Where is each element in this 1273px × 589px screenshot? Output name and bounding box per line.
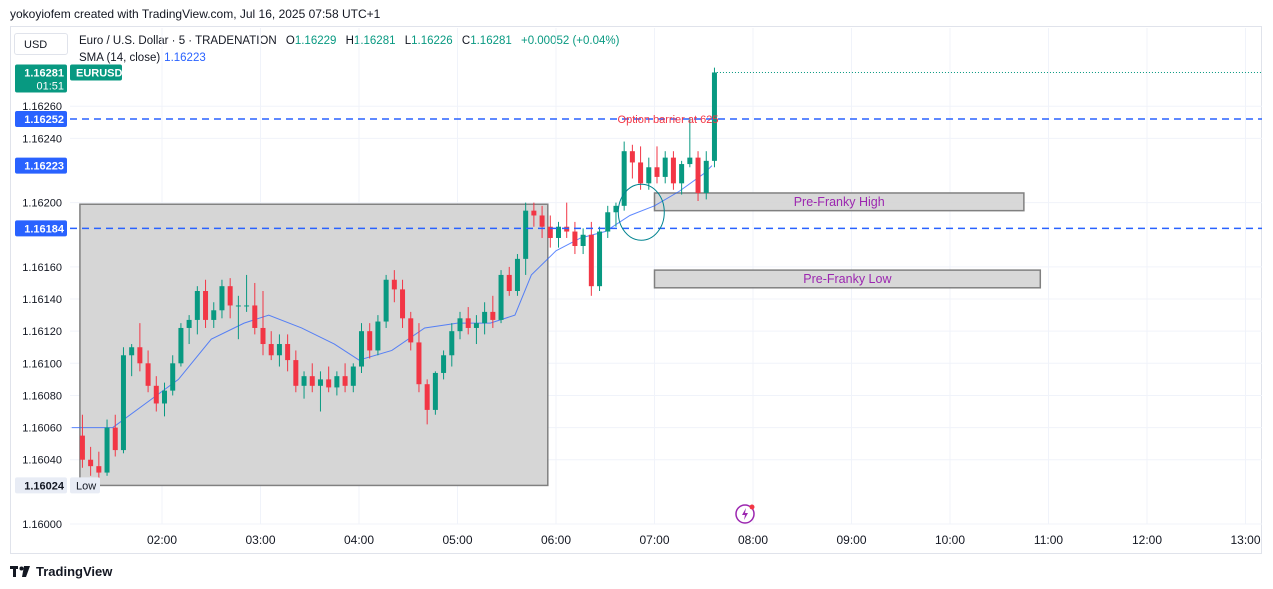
tradingview-logo[interactable]: TradingView	[10, 564, 112, 579]
symbol-title: Euro / U.S. Dollar · 5 · TRADENATION	[79, 35, 277, 47]
indicator-legend[interactable]: SMA (14, close) 1.16223	[79, 52, 206, 64]
symbol-legend: Euro / U.S. Dollar · 5 · TRADENATION O1.…	[79, 35, 619, 47]
close-label: C	[461, 35, 471, 47]
indicator-name: SMA (14, close)	[79, 52, 161, 64]
low-label: L	[404, 35, 412, 47]
low-value: 1.16226	[411, 35, 453, 47]
open-value: 1.16229	[294, 35, 337, 47]
tradingview-logo-icon	[10, 565, 30, 577]
chart-frame	[10, 26, 1262, 554]
close-value: 1.16281	[470, 35, 512, 47]
high-value: 1.16281	[353, 35, 396, 47]
high-label: H	[345, 35, 354, 47]
indicator-value: 1.16223	[164, 52, 206, 64]
currency-button[interactable]: USD	[14, 33, 68, 55]
open-label: O	[285, 35, 295, 47]
change-value: +0.00052 (+0.04%)	[520, 35, 620, 47]
chart-credit: yokoyiofem created with TradingView.com,…	[10, 7, 381, 21]
brand-name: TradingView	[36, 564, 113, 579]
